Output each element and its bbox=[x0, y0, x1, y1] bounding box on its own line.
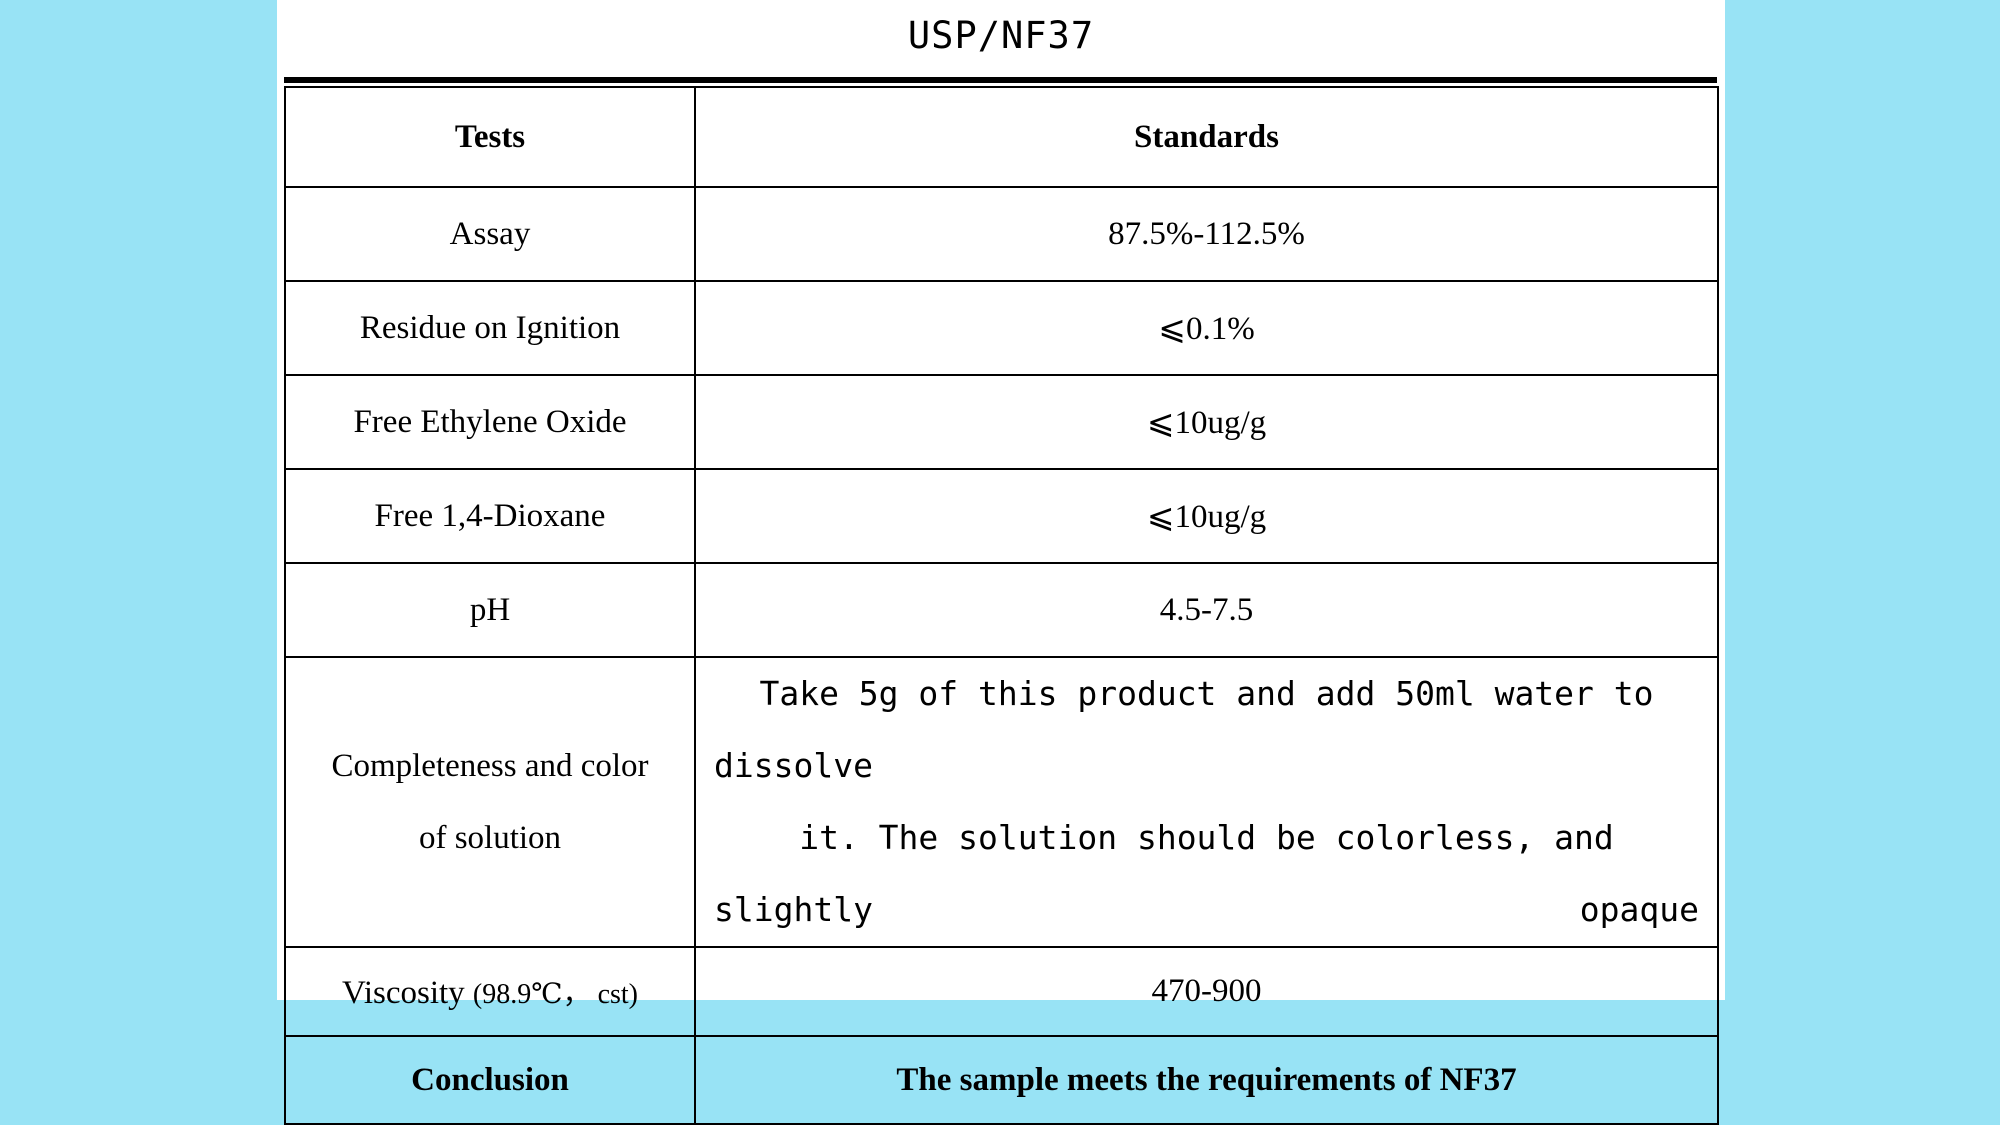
standard-cell: ⩽0.1% bbox=[694, 280, 1719, 376]
table-row: Free 1,4-Dioxane ⩽10ug/g bbox=[284, 468, 1719, 564]
table-row: Free Ethylene Oxide ⩽10ug/g bbox=[284, 374, 1719, 470]
specification-table: Tests Standards Assay 87.5%-112.5% Resid… bbox=[284, 86, 1719, 1125]
table-row: pH 4.5-7.5 bbox=[284, 562, 1719, 658]
header-tests: Tests bbox=[284, 86, 696, 188]
standard-cell: 4.5-7.5 bbox=[694, 562, 1719, 658]
standard-cell: 87.5%-112.5% bbox=[694, 186, 1719, 282]
standard-line: it. The solution should be colorless, an… bbox=[714, 818, 1699, 929]
test-label: Viscosity bbox=[341, 974, 465, 1011]
document-page: USP/NF37 Tests Standards Assay 87.5%-112… bbox=[277, 0, 1725, 1125]
table-row: Assay 87.5%-112.5% bbox=[284, 186, 1719, 282]
test-unit: (98.9℃， cst) bbox=[472, 978, 638, 1010]
standard-cell: 470-900 bbox=[694, 946, 1719, 1037]
table-row: Completeness and color of solution Take … bbox=[284, 656, 1719, 948]
standard-cell: ⩽10ug/g bbox=[694, 468, 1719, 564]
test-line: of solution bbox=[418, 820, 562, 856]
table-row: Residue on Ignition ⩽0.1% bbox=[284, 280, 1719, 376]
table-row: Viscosity (98.9℃， cst) 470-900 bbox=[284, 946, 1719, 1037]
test-cell: Free 1,4-Dioxane bbox=[284, 468, 696, 564]
standard-cell: Take 5g of this product and add 50ml wat… bbox=[694, 656, 1719, 948]
test-cell: Completeness and color of solution bbox=[284, 656, 696, 948]
conclusion-row: Conclusion The sample meets the requirem… bbox=[284, 1035, 1719, 1125]
test-cell: Residue on Ignition bbox=[284, 280, 696, 376]
test-cell: Free Ethylene Oxide bbox=[284, 374, 696, 470]
standard-cell: ⩽10ug/g bbox=[694, 374, 1719, 470]
test-line: Completeness and color bbox=[331, 748, 649, 784]
conclusion-label: Conclusion bbox=[284, 1035, 696, 1125]
table-header-row: Tests Standards bbox=[284, 86, 1719, 188]
standard-line: Take 5g of this product and add 50ml wat… bbox=[714, 674, 1654, 785]
test-cell: Viscosity (98.9℃， cst) bbox=[284, 946, 696, 1037]
conclusion-text: The sample meets the requirements of NF3… bbox=[694, 1035, 1719, 1125]
document-title: USP/NF37 bbox=[907, 14, 1095, 57]
title-divider bbox=[284, 77, 1717, 83]
test-cell: Assay bbox=[284, 186, 696, 282]
header-standards: Standards bbox=[694, 86, 1719, 188]
test-cell: pH bbox=[284, 562, 696, 658]
